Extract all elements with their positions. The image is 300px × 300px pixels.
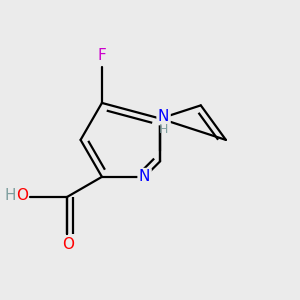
Text: H: H — [4, 188, 16, 203]
Text: N: N — [139, 169, 150, 184]
Text: H: H — [159, 123, 168, 136]
Text: F: F — [98, 48, 106, 63]
Text: O: O — [16, 188, 28, 203]
Text: N: N — [158, 109, 169, 124]
Text: O: O — [62, 237, 74, 252]
